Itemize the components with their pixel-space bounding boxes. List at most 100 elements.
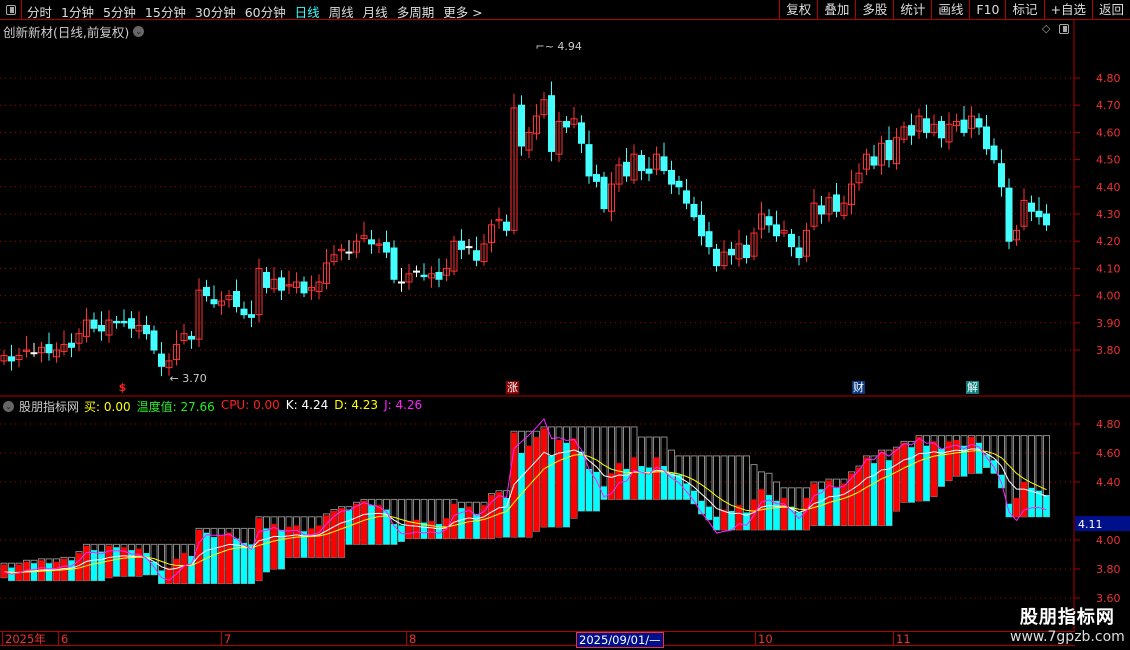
chart-title-text: 创新新材(日线,前复权) <box>3 25 130 40</box>
candle <box>113 316 120 329</box>
candle-body <box>458 240 465 250</box>
candle-body <box>848 183 855 205</box>
tab-period-7[interactable]: 周线 <box>328 5 354 20</box>
candle-body <box>743 244 750 259</box>
candle-body <box>593 174 600 182</box>
candle <box>413 265 420 278</box>
tab-period-4[interactable]: 30分钟 <box>194 5 236 20</box>
candle-body <box>945 123 953 143</box>
toolbar-button-4[interactable]: 画线 <box>931 0 969 19</box>
candle <box>803 222 810 263</box>
indicator-bar <box>796 512 802 530</box>
marker-cai[interactable]: 财 <box>852 381 865 394</box>
indicator-bar <box>743 512 750 530</box>
indicator-bar <box>593 471 600 511</box>
marker-zhang[interactable]: 涨 <box>506 381 519 394</box>
candle <box>68 333 75 358</box>
candle-body <box>840 202 848 216</box>
indicator-bar <box>541 428 547 527</box>
candle <box>375 238 383 254</box>
indicator-name[interactable]: 股朋指标网 <box>19 400 80 414</box>
candle-body <box>233 291 240 307</box>
candle <box>1035 197 1043 225</box>
candle-body <box>608 183 615 212</box>
candle <box>150 325 158 355</box>
candle <box>203 279 210 302</box>
candle-body <box>570 118 578 125</box>
candle <box>488 219 495 253</box>
indicator-bar <box>143 553 150 575</box>
tab-period-2[interactable]: 5分钟 <box>102 5 136 20</box>
chart-title[interactable]: 创新新材(日线,前复权) ⌄ <box>3 22 145 41</box>
candle <box>8 344 15 371</box>
candle <box>428 266 435 288</box>
indicator-value-5: J: 4.26 <box>384 398 423 412</box>
candle-body <box>668 169 675 185</box>
tab-period-1[interactable]: 1分钟 <box>61 5 94 20</box>
candle <box>1005 178 1013 250</box>
candle-body <box>98 325 105 332</box>
candle-body <box>420 274 428 278</box>
chevron-down-icon[interactable]: ⌄ <box>3 401 14 412</box>
price-axis-label: 4.40 <box>1096 181 1121 194</box>
toolbar-button-0[interactable]: 复权 <box>779 0 817 19</box>
candle-body <box>750 232 758 257</box>
indicator-bar <box>788 506 795 530</box>
tab-period-6[interactable]: 日线 <box>294 5 320 20</box>
marker-jie[interactable]: 解 <box>966 381 979 394</box>
indicator-bar <box>676 474 682 500</box>
candle <box>45 332 53 361</box>
toolbar-button-3[interactable]: 统计 <box>893 0 931 19</box>
candle-body <box>488 224 495 244</box>
tab-period-5[interactable]: 60分钟 <box>244 5 286 20</box>
indicator-bar <box>301 531 307 558</box>
candle <box>1013 224 1020 246</box>
candle-body <box>525 131 533 151</box>
candle-body <box>698 214 705 237</box>
toolbar-button-8[interactable]: 返回 <box>1091 0 1130 19</box>
indicator-bar <box>833 487 840 526</box>
candle <box>1028 195 1035 222</box>
time-axis-label[interactable]: 2025/09/01/— <box>576 632 664 648</box>
toolbar-button-7[interactable]: +自选 <box>1043 0 1092 19</box>
panel-icon[interactable] <box>1059 24 1069 34</box>
candle-body <box>398 281 405 284</box>
candle <box>263 267 270 294</box>
candle <box>450 235 458 276</box>
candle <box>885 126 893 168</box>
candle <box>503 214 510 237</box>
tab-period-0[interactable]: 分时 <box>27 5 53 20</box>
panel-toggle-button[interactable] <box>0 0 22 19</box>
candle <box>690 196 698 221</box>
toolbar-button-2[interactable]: 多股 <box>855 0 893 19</box>
candle <box>368 230 375 254</box>
candle-body <box>248 314 255 318</box>
candle <box>383 230 390 259</box>
tab-period-3[interactable]: 15分钟 <box>144 5 186 20</box>
toolbar-button-1[interactable]: 叠加 <box>817 0 855 19</box>
tab-period-9[interactable]: 多周期 <box>396 5 435 20</box>
candle <box>660 142 668 175</box>
candle-body <box>600 176 608 210</box>
candle-body <box>825 197 833 215</box>
tab-period-10[interactable]: 更多 > <box>443 5 483 20</box>
candle-body <box>375 243 383 246</box>
indicator-bar <box>38 560 45 581</box>
candle-body <box>158 353 165 367</box>
tab-period-8[interactable]: 月线 <box>362 5 388 20</box>
indicator-axis-label: 4.00 <box>1096 534 1121 547</box>
candle <box>135 311 143 339</box>
indicator-bar <box>661 466 667 500</box>
marker-dollar[interactable]: $ <box>118 381 127 394</box>
price-axis-label: 4.00 <box>1096 290 1121 303</box>
candle-body <box>818 205 825 215</box>
chevron-down-icon[interactable]: ⌄ <box>133 26 145 37</box>
toolbar-button-5[interactable]: F10 <box>969 0 1005 19</box>
diamond-icon[interactable]: ◇ <box>1042 22 1051 35</box>
candle <box>713 243 720 272</box>
candle-body <box>578 122 585 144</box>
toolbar-button-6[interactable]: 标记 <box>1005 0 1043 19</box>
indicator-bar <box>121 547 127 577</box>
candle-body <box>780 229 788 234</box>
